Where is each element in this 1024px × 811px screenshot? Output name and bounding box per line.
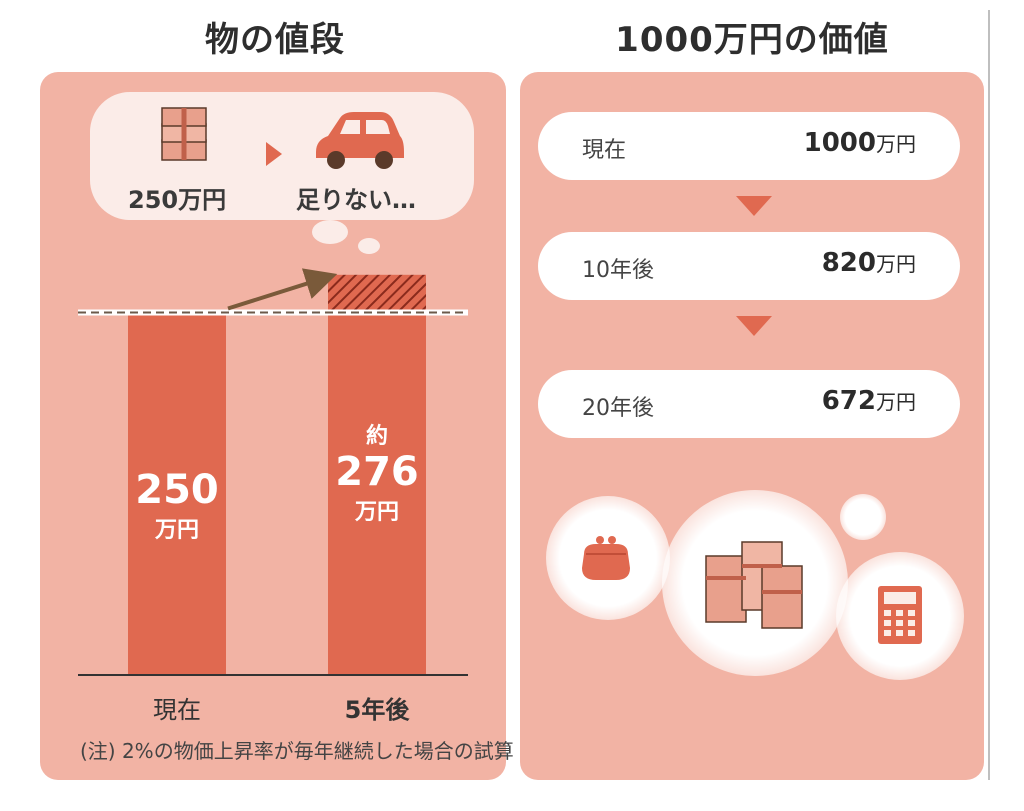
row-value: 1000万円 [804,128,916,158]
bar-increase-segment [328,274,426,313]
bubble-tail-dot [312,220,348,244]
row-value: 672万円 [822,386,916,416]
row-number: 672 [821,386,876,416]
row-label: 10年後 [582,258,654,283]
increase-arrow [227,268,338,311]
bar-value-label: 約 276 万円 [328,418,426,526]
down-arrow-icon [736,316,772,336]
page-divider [988,10,990,780]
x-tick-label: 5年後 [344,696,410,724]
row-unit: 万円 [876,132,916,156]
left-title: 物の値段 [205,20,345,60]
decor-glow [840,494,886,540]
right-title: 1000万円の価値 [615,20,889,60]
row-unit: 万円 [876,390,916,414]
value-row: 10年後 820万円 [538,232,960,300]
money-stack-icon [161,107,207,161]
bar-value-prefix: 約 [365,424,388,449]
bar-value-label: 250 万円 [128,468,226,544]
car-label: 足りない… [296,186,416,214]
x-tick-label: 現在 [153,696,201,724]
bar-1 [328,312,426,675]
money-bundles-icon [705,541,803,629]
row-label: 現在 [582,138,627,163]
arrow-right-icon [266,142,282,166]
bar-value-unit: 万円 [354,500,399,525]
car-icon [316,112,404,169]
bar-value: 276 [335,449,419,495]
bar-0 [128,312,226,675]
coin-purse-icon [582,536,630,580]
down-arrow-icon [736,196,772,216]
row-label: 20年後 [582,396,654,421]
row-unit: 万円 [876,252,916,276]
bar-value: 250 [135,467,219,513]
footnote: (注) 2%の物価上昇率が毎年継続した場合の試算 [80,739,514,763]
row-number: 820 [821,248,876,278]
row-value: 820万円 [822,248,916,278]
bubble-tail-dot [358,238,380,254]
value-row: 20年後 672万円 [538,370,960,438]
money-label: 250万円 [128,186,227,214]
price-bar-chart [78,268,468,676]
value-row: 現在 1000万円 [538,112,960,180]
bar-value-unit: 万円 [154,518,199,543]
speech-bubble [90,92,474,220]
row-number: 1000 [803,128,876,158]
calculator-icon [878,586,922,644]
